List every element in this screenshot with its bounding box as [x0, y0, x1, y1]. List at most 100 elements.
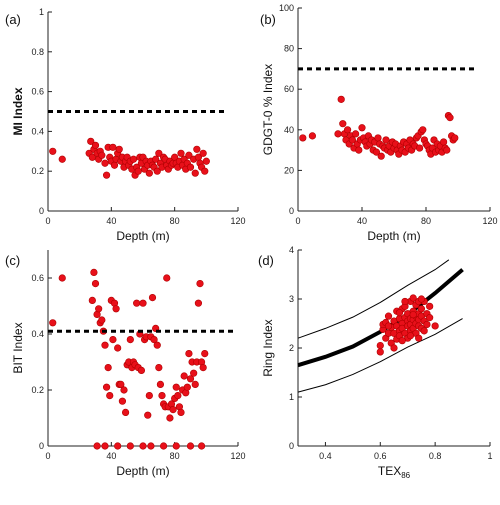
- panel-c-point: [88, 296, 96, 305]
- panel-d-ytick-label: 4: [289, 245, 294, 255]
- panel-a-point: [152, 155, 160, 163]
- panel-c-point: [102, 383, 111, 391]
- panel-b-point: [334, 130, 342, 138]
- panel-d: (d) Ring Index TEX86 0 1 2 3 4 0.4 0.6 0.8 1: [258, 245, 493, 480]
- panel-a-point: [145, 169, 153, 177]
- panel-d-point: [384, 322, 393, 330]
- panel-a-point: [110, 161, 119, 169]
- panel-c-point: [186, 442, 195, 450]
- panel-c-point: [169, 406, 177, 414]
- panel-c-point: [104, 364, 112, 372]
- panel-c-point: [117, 380, 125, 389]
- panel-c-point: [172, 383, 180, 391]
- panel-c-ytick-label: 0: [39, 441, 44, 451]
- panel-a-point: [58, 155, 66, 163]
- panel-a-point: [185, 151, 193, 159]
- panel-a-point: [88, 153, 96, 161]
- panel-a-letter: (a): [5, 12, 21, 27]
- panel-a-xtick-label: 120: [230, 216, 245, 226]
- panel-a-point: [115, 145, 123, 153]
- panel-d-curve-thin-1: [297, 259, 450, 339]
- panel-b-xtick-label: 0: [295, 216, 300, 226]
- panel-d-ytick-label: 2: [289, 343, 294, 353]
- panel-c-point: [58, 274, 66, 282]
- panel-d-point: [406, 332, 415, 340]
- panel-d-point: [420, 327, 428, 335]
- panel-c-point: [191, 380, 199, 389]
- panel-c-point: [166, 414, 174, 422]
- panel-d-xtick-label: 0.4: [319, 451, 332, 461]
- panel-d-point: [417, 295, 426, 303]
- panel-d-point: [401, 297, 409, 306]
- panel-d-point: [409, 311, 417, 319]
- panel-b-point: [377, 152, 385, 160]
- panel-b-point: [339, 120, 347, 128]
- panel-c-point: [139, 299, 147, 307]
- panel-c-xlabel: Depth (m): [116, 464, 169, 478]
- panel-c-point: [101, 442, 109, 450]
- panel-a-point: [87, 137, 95, 145]
- panel-b-xlabel: Depth (m): [367, 229, 420, 243]
- panel-a-point: [177, 149, 185, 157]
- panel-c-ytick-label: 0.6: [31, 273, 44, 283]
- panel-c-point: [106, 392, 114, 400]
- panel-b-ytick-label: 60: [284, 84, 294, 94]
- panel-d-curve-thin-2: [297, 318, 463, 393]
- panel-b-point: [299, 134, 307, 142]
- panel-c-point: [109, 336, 117, 344]
- panel-b-point: [344, 126, 352, 134]
- panel-c-point: [186, 375, 195, 383]
- panel-c-point: [90, 268, 98, 277]
- panel-b-letter: (b): [260, 12, 276, 27]
- panel-d-xtick-label: 1: [487, 451, 492, 461]
- panel-c-xtick-label: 80: [170, 451, 180, 461]
- panel-d-ytick-label: 3: [289, 294, 294, 304]
- panel-b-xtick-label: 40: [357, 216, 367, 226]
- panel-c-point: [197, 442, 206, 450]
- panel-c-point: [49, 319, 57, 327]
- panel-b-point: [372, 148, 381, 156]
- panel-c-point: [155, 364, 163, 372]
- panel-b-xtick-label: 120: [482, 216, 497, 226]
- panel-d-point: [426, 314, 434, 322]
- panel-b-point: [443, 146, 451, 154]
- panel-a-ylabel: MI Index: [11, 87, 25, 135]
- panel-c-point: [153, 341, 161, 349]
- panel-c-ytick-label: 0.2: [31, 385, 44, 395]
- panel-d-ytick-label: 1: [289, 392, 294, 402]
- panel-b-point: [308, 132, 317, 140]
- panel-b-point: [355, 146, 363, 154]
- panel-a-ytick-label: 0.4: [31, 126, 44, 136]
- panel-b-ytick-label: 80: [284, 44, 294, 54]
- panel-c-point: [174, 392, 182, 400]
- panel-d-point: [415, 334, 423, 342]
- panel-c-point: [150, 336, 158, 344]
- panel-c-xtick-label: 0: [45, 451, 50, 461]
- panel-c-point: [91, 280, 100, 288]
- panel-d-xlabel-sub: 86: [401, 471, 410, 480]
- panel-b-ytick-label: 100: [279, 3, 294, 13]
- panel-d-point: [426, 302, 434, 310]
- panel-c-letter: (c): [5, 253, 20, 268]
- panel-a-point: [102, 171, 111, 179]
- panel-a-point: [101, 159, 109, 167]
- panel-d-xtick-label: 0.8: [429, 451, 442, 461]
- panel-d-point: [409, 294, 417, 302]
- panel-b-point: [451, 134, 459, 142]
- panel-d-point: [376, 341, 384, 350]
- panel-b-xtick-label: 80: [421, 216, 431, 226]
- panel-c-point: [172, 442, 180, 450]
- panel-c-point: [98, 316, 106, 324]
- panel-a-point: [193, 145, 201, 153]
- panel-c-point: [148, 294, 157, 302]
- panel-b-ylabel: GDGT-0 % Index: [261, 64, 275, 155]
- panel-b-point: [374, 134, 382, 142]
- panel-a-ytick-label: 1: [39, 7, 44, 17]
- panel-a-point: [91, 141, 100, 149]
- panel-b-ytick-label: 20: [284, 165, 294, 175]
- panel-c-point: [118, 397, 127, 405]
- panel-a-point: [191, 169, 199, 177]
- panel-d-xlabel-base: TEX: [378, 464, 401, 478]
- panel-c-point: [93, 442, 101, 450]
